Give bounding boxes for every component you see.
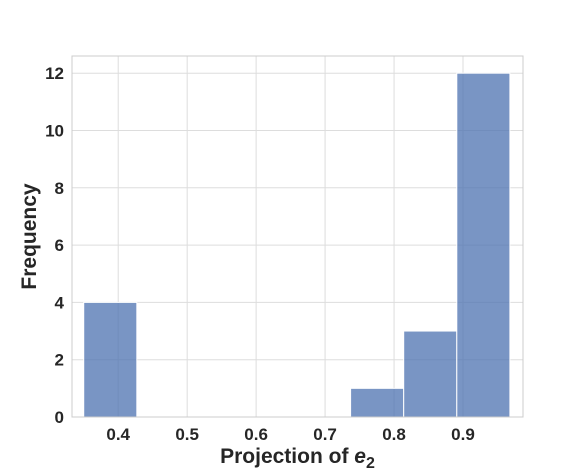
y-tick-labels: 0 2 4 6 8 10 12 xyxy=(45,64,64,427)
x-tick-label: 0.6 xyxy=(244,425,268,444)
y-tick-label: 0 xyxy=(55,408,64,427)
x-tick-label: 0.5 xyxy=(175,425,199,444)
x-tick-label: 0.9 xyxy=(451,425,475,444)
plot-frame xyxy=(71,55,524,418)
histogram-bar xyxy=(350,387,405,418)
grid-lines xyxy=(72,56,523,418)
y-axis-label: Frequency xyxy=(18,183,41,290)
y-tick-label: 12 xyxy=(45,64,64,83)
y-tick-label: 4 xyxy=(55,293,65,312)
y-tick-label: 8 xyxy=(55,179,64,198)
x-tick-label: 0.7 xyxy=(313,425,337,444)
x-tick-label: 0.4 xyxy=(106,425,130,444)
x-tick-labels: 0.4 0.5 0.6 0.7 0.8 0.9 xyxy=(106,425,474,444)
histogram-bar xyxy=(83,301,138,418)
x-axis-label-prefix: Projection of xyxy=(220,445,354,468)
x-axis-label-subscript: 2 xyxy=(366,455,375,469)
histogram-bars xyxy=(83,72,511,418)
x-axis-label: Projection of e2 xyxy=(220,445,375,469)
histogram-bar xyxy=(456,72,511,418)
plot-area xyxy=(71,55,524,418)
histogram-bar xyxy=(403,330,458,418)
y-tick-label: 10 xyxy=(45,121,64,140)
x-axis-label-variable: e xyxy=(354,445,366,468)
x-tick-label: 0.8 xyxy=(382,425,406,444)
y-tick-label: 2 xyxy=(55,351,64,370)
y-tick-label: 6 xyxy=(55,236,64,255)
